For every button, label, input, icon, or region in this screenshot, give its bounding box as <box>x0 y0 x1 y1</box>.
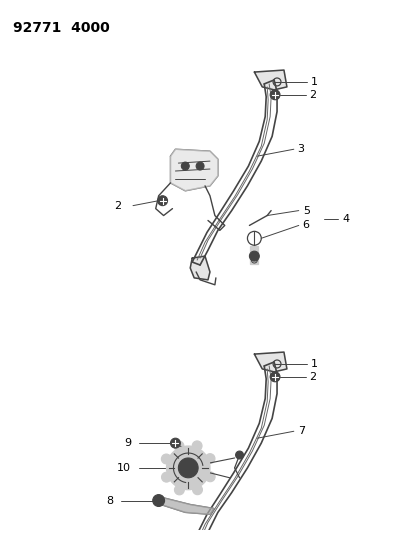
Circle shape <box>181 162 189 170</box>
Circle shape <box>205 472 215 482</box>
Circle shape <box>170 438 180 448</box>
Text: 5: 5 <box>302 206 309 215</box>
Polygon shape <box>254 70 286 90</box>
Text: 2: 2 <box>309 372 316 382</box>
Text: 6: 6 <box>302 221 309 230</box>
Text: 2: 2 <box>114 200 121 211</box>
Circle shape <box>204 454 214 464</box>
Text: 3: 3 <box>296 144 303 154</box>
Circle shape <box>192 441 202 451</box>
Polygon shape <box>155 498 214 514</box>
Polygon shape <box>190 256 209 280</box>
Circle shape <box>178 458 198 478</box>
Text: 7: 7 <box>297 426 304 437</box>
Circle shape <box>270 372 279 382</box>
Circle shape <box>161 454 171 464</box>
Text: 1: 1 <box>310 359 317 369</box>
Circle shape <box>235 451 243 459</box>
Circle shape <box>192 485 202 495</box>
Circle shape <box>196 162 204 170</box>
Circle shape <box>270 90 279 100</box>
Circle shape <box>157 196 167 206</box>
Text: 10: 10 <box>117 463 131 473</box>
Text: 8: 8 <box>106 496 113 505</box>
Circle shape <box>166 446 209 490</box>
Text: 92771  4000: 92771 4000 <box>13 21 109 35</box>
Circle shape <box>249 251 259 261</box>
Text: 9: 9 <box>123 438 131 448</box>
Circle shape <box>152 495 164 506</box>
Circle shape <box>161 472 171 482</box>
Text: 2: 2 <box>309 90 316 100</box>
Circle shape <box>173 441 183 451</box>
Polygon shape <box>170 149 217 191</box>
Polygon shape <box>254 352 286 372</box>
Text: 4: 4 <box>341 214 349 223</box>
Circle shape <box>174 485 184 495</box>
Bar <box>250 246 258 264</box>
Bar <box>296 208 324 229</box>
Text: 1: 1 <box>310 77 317 87</box>
